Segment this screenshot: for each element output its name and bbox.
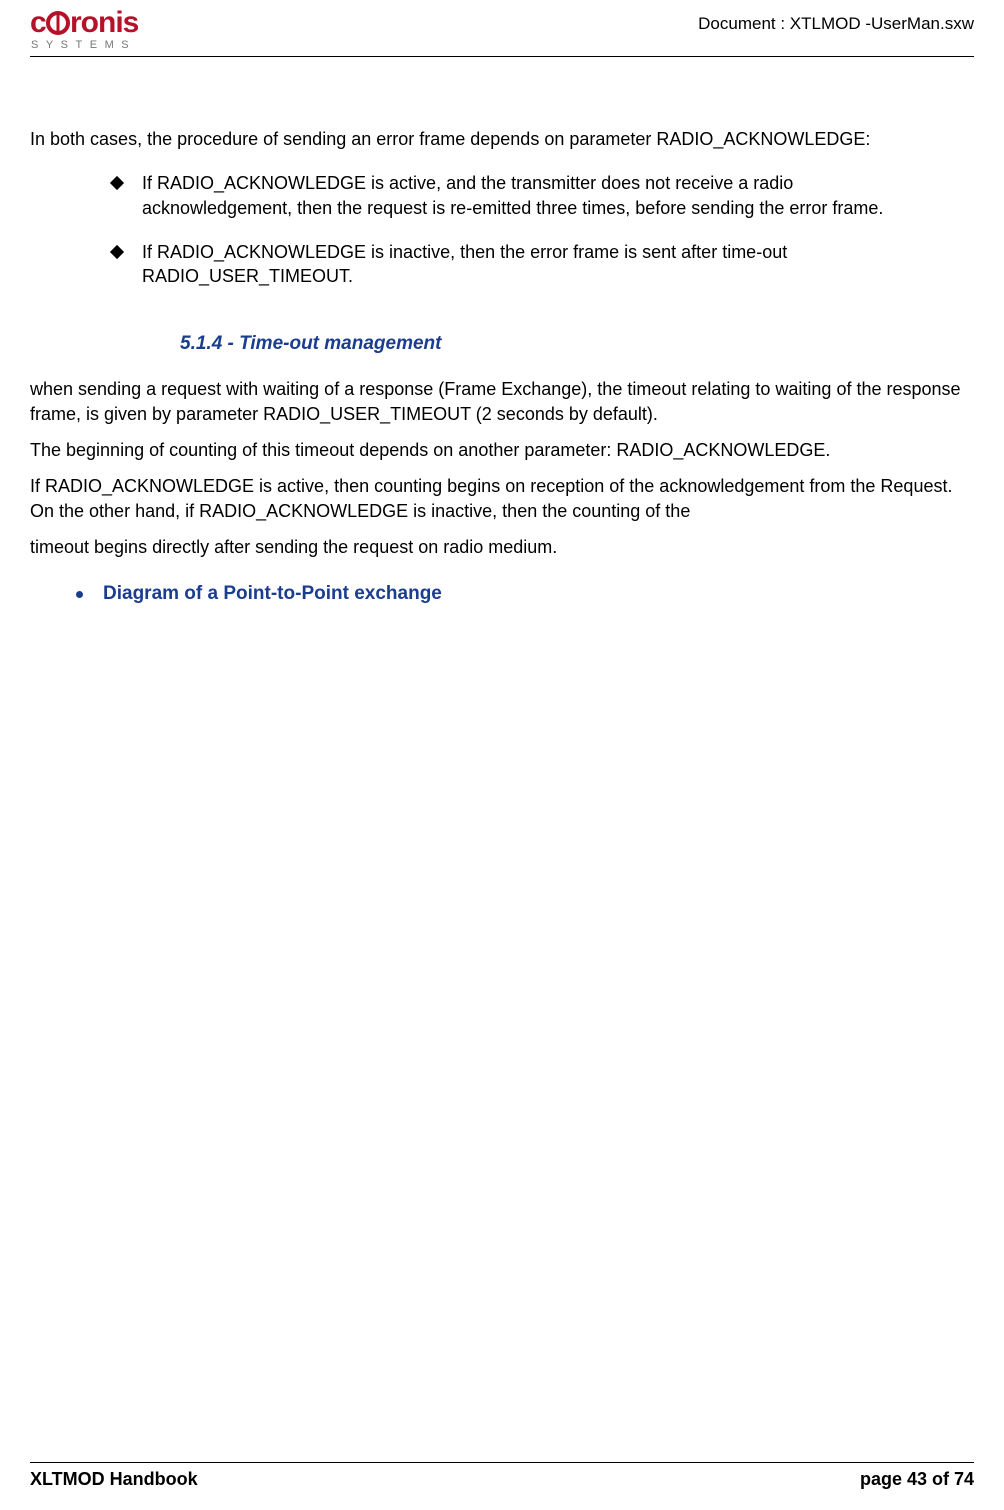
paragraph: timeout begins directly after sending th…	[30, 535, 974, 559]
bullet-text: If RADIO_ACKNOWLEDGE is inactive, then t…	[142, 240, 944, 289]
svg-text:c: c	[30, 8, 46, 39]
document-title: Document : XTLMOD -UserMan.sxw	[698, 8, 974, 34]
bullet-item: If RADIO_ACKNOWLEDGE is inactive, then t…	[112, 240, 944, 289]
intro-paragraph: In both cases, the procedure of sending …	[30, 127, 974, 151]
footer-right: page 43 of 74	[860, 1469, 974, 1490]
bullet-item: If RADIO_ACKNOWLEDGE is active, and the …	[112, 171, 944, 220]
page-container: c ronis SYSTEMS Document : XTLMOD -UserM…	[0, 0, 1004, 1510]
footer-left: XLTMOD Handbook	[30, 1469, 198, 1490]
page-header: c ronis SYSTEMS Document : XTLMOD -UserM…	[30, 0, 974, 57]
logo: c ronis SYSTEMS	[30, 8, 178, 52]
bullet-text: If RADIO_ACKNOWLEDGE is active, and the …	[142, 171, 944, 220]
dot-bullet-icon	[76, 591, 83, 598]
paragraph: when sending a request with waiting of a…	[30, 377, 974, 426]
diamond-bullet-icon	[110, 245, 124, 259]
svg-text:SYSTEMS: SYSTEMS	[31, 39, 136, 51]
sub-bullet-item: Diagram of a Point-to-Point exchange	[30, 583, 974, 605]
bullet-list: If RADIO_ACKNOWLEDGE is active, and the …	[30, 171, 974, 288]
diamond-bullet-icon	[110, 176, 124, 190]
section-heading: 5.1.4 - Time-out management	[30, 333, 974, 355]
sub-bullet-text: Diagram of a Point-to-Point exchange	[103, 583, 442, 605]
page-footer: XLTMOD Handbook page 43 of 74	[30, 1462, 974, 1510]
paragraph: If RADIO_ACKNOWLEDGE is active, then cou…	[30, 474, 974, 523]
page-content: In both cases, the procedure of sending …	[30, 57, 974, 1462]
svg-text:ronis: ronis	[70, 8, 139, 39]
paragraph: The beginning of counting of this timeou…	[30, 438, 974, 462]
coronis-logo-svg: c ronis SYSTEMS	[30, 8, 178, 52]
